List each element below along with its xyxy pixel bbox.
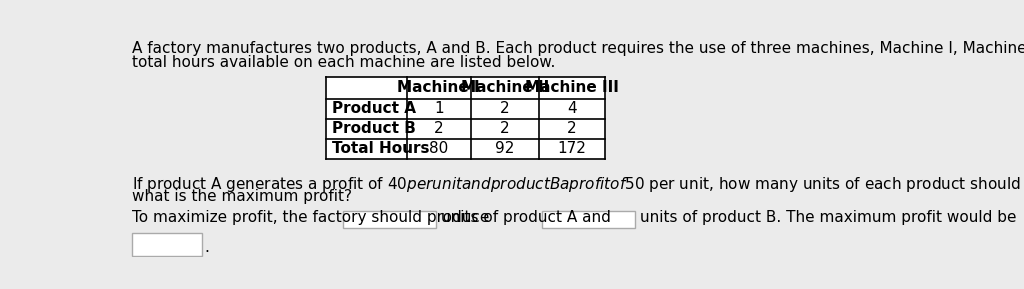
Text: 2: 2 bbox=[567, 121, 577, 136]
Text: Product A: Product A bbox=[332, 101, 416, 116]
Text: 2: 2 bbox=[434, 121, 443, 136]
Text: 80: 80 bbox=[429, 141, 449, 156]
Text: Machine II: Machine II bbox=[461, 80, 549, 95]
Text: To maximize profit, the factory should produce: To maximize profit, the factory should p… bbox=[132, 210, 489, 225]
Text: what is the maximum profit?: what is the maximum profit? bbox=[132, 189, 352, 204]
Text: Product B: Product B bbox=[332, 121, 416, 136]
Text: Total Hours: Total Hours bbox=[332, 141, 429, 156]
Text: .: . bbox=[205, 240, 210, 255]
Text: total hours available on each machine are listed below.: total hours available on each machine ar… bbox=[132, 55, 555, 71]
Bar bbox=[542, 211, 635, 228]
Text: If product A generates a profit of $40 per unit and product B a profit of $50 pe: If product A generates a profit of $40 p… bbox=[132, 175, 1024, 194]
Text: 2: 2 bbox=[500, 121, 510, 136]
Text: 4: 4 bbox=[567, 101, 577, 116]
Text: 172: 172 bbox=[558, 141, 587, 156]
Text: Machine I: Machine I bbox=[397, 80, 480, 95]
Text: Machine III: Machine III bbox=[525, 80, 620, 95]
Bar bbox=[326, 77, 605, 159]
Bar bbox=[132, 233, 202, 256]
Text: 1: 1 bbox=[434, 101, 443, 116]
Text: A factory manufactures two products, A and B. Each product requires the use of t: A factory manufactures two products, A a… bbox=[132, 41, 1024, 56]
Text: units of product A and: units of product A and bbox=[441, 210, 611, 225]
Text: 2: 2 bbox=[500, 101, 510, 116]
Text: units of product B. The maximum profit would be: units of product B. The maximum profit w… bbox=[640, 210, 1016, 225]
Bar bbox=[343, 211, 436, 228]
Text: 92: 92 bbox=[495, 141, 514, 156]
